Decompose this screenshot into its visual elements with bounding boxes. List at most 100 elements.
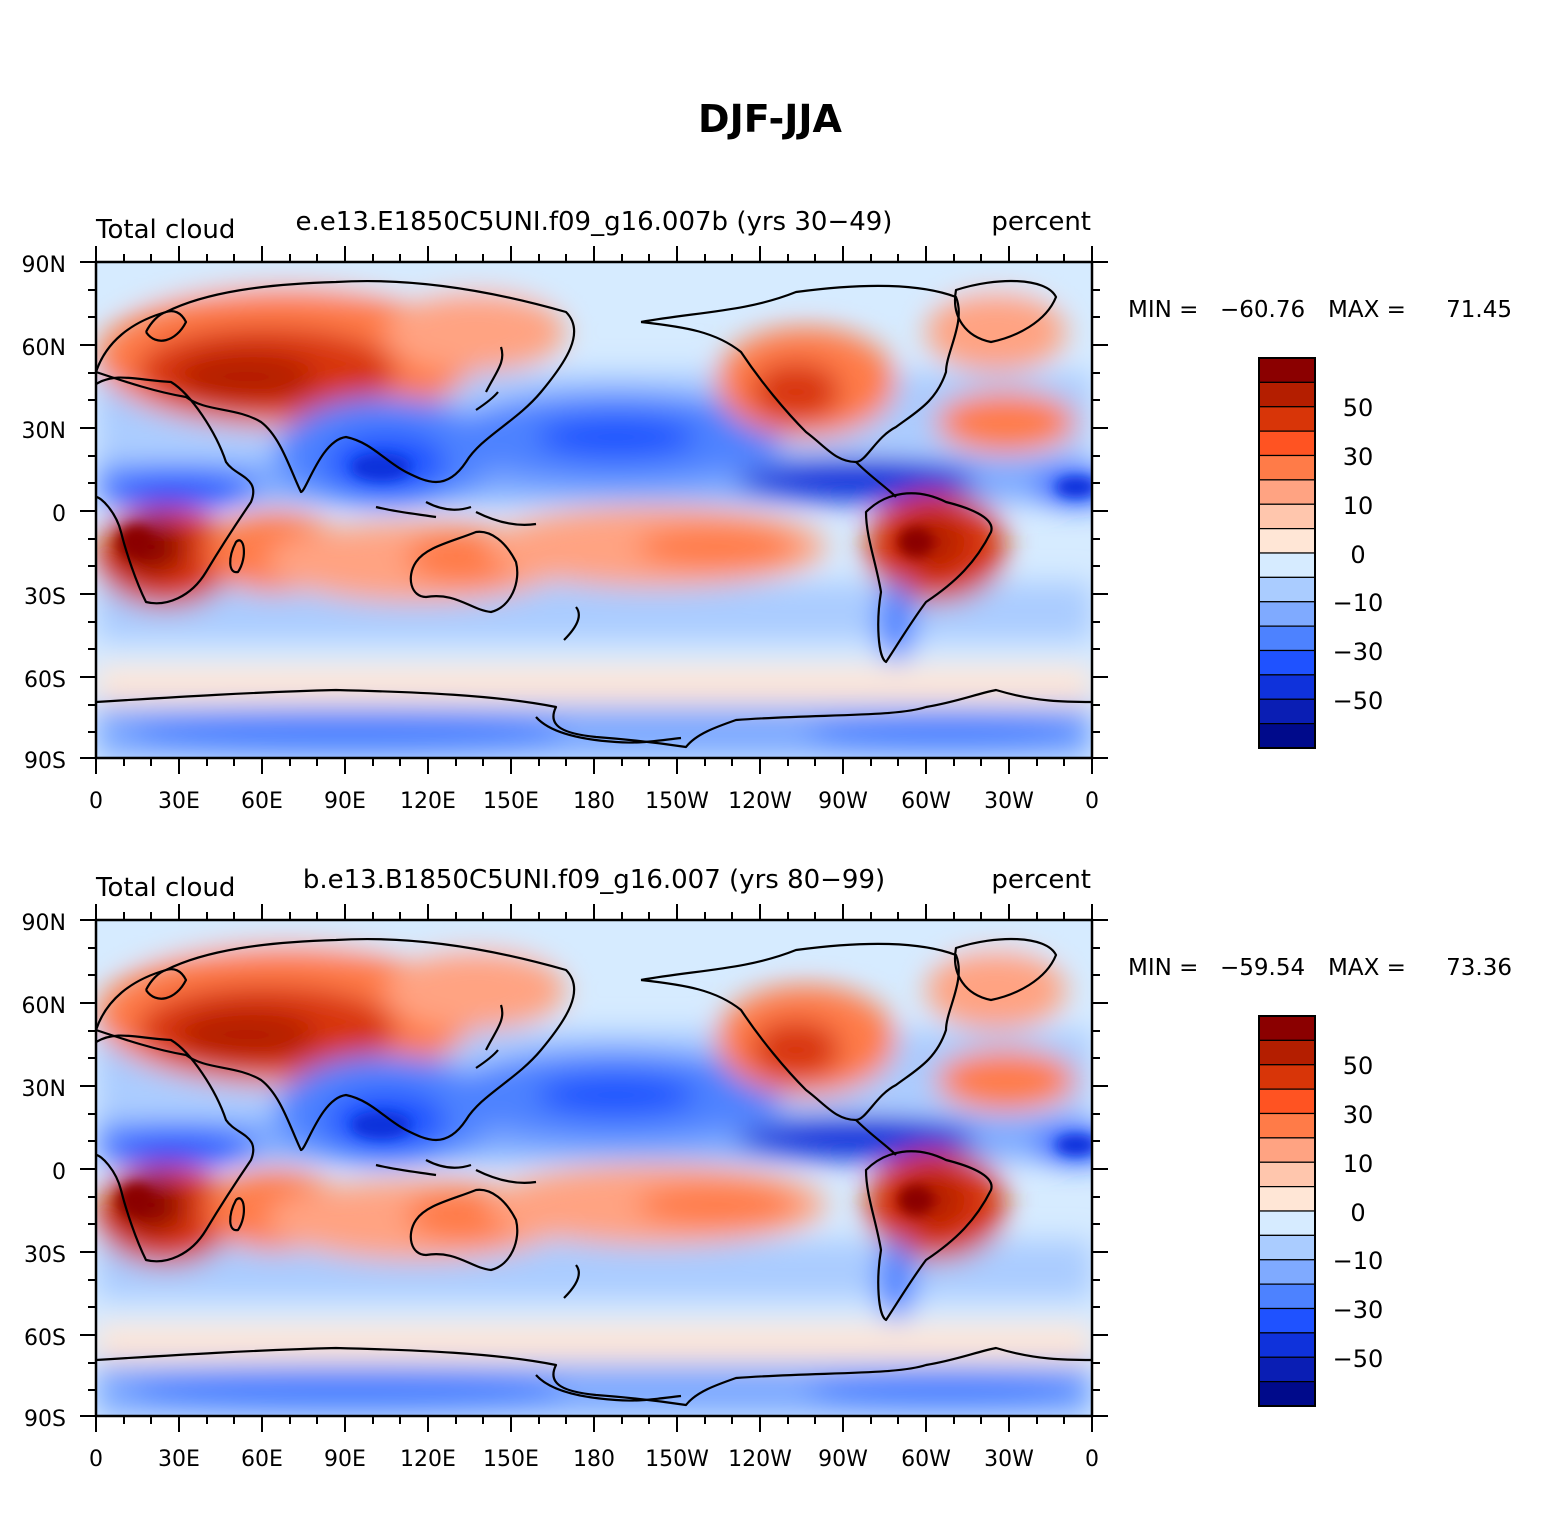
min-label: MIN = (1128, 955, 1198, 981)
colorbar-bottom (1258, 1015, 1316, 1407)
colorbar-swatch (1258, 503, 1316, 530)
panel-top: Total cloud e.e13.E1850C5UNI.f09_g16.007… (22, 207, 1512, 814)
cloud-field-top (96, 262, 1116, 758)
lon-labels-top: 0 30E 60E 90E 120E 150E 180 150W 120W 90… (89, 789, 1099, 814)
colorbar-swatch (1258, 1283, 1316, 1310)
colorbar-swatch (1258, 1186, 1316, 1212)
lat-label: 60S (24, 668, 66, 693)
colorbar-swatch (1258, 1088, 1316, 1115)
colorbar-swatch (1258, 454, 1316, 481)
colorbar-labels-top: 50 30 10 0 −10 −30 −50 (1333, 394, 1384, 715)
colorbar-swatch (1258, 576, 1316, 603)
lon-label: 60E (241, 789, 283, 814)
colorbar-swatch (1258, 1064, 1316, 1090)
colorbar-label: 10 (1343, 1150, 1374, 1178)
lon-label: 0 (1085, 1447, 1099, 1472)
colorbar-label: 30 (1343, 443, 1374, 471)
lon-label: 30W (984, 789, 1034, 814)
lat-label: 60S (24, 1326, 66, 1351)
lon-label: 60E (241, 1447, 283, 1472)
colorbar-swatch (1258, 674, 1316, 700)
panel-bottom-left-label: Total cloud (95, 873, 235, 903)
colorbar-label: 50 (1343, 394, 1374, 422)
colorbar-label: 50 (1343, 1052, 1374, 1080)
panel-bottom: Total cloud b.e13.B1850C5UNI.f09_g16.007… (22, 865, 1512, 1472)
colorbar-swatch (1258, 625, 1316, 652)
panel-top-center-label: e.e13.E1850C5UNI.f09_g16.007b (yrs 30−49… (296, 207, 893, 237)
panel-top-left-label: Total cloud (95, 215, 235, 245)
colorbar-swatch (1258, 649, 1316, 676)
lon-label: 0 (89, 1447, 103, 1472)
colorbar-labels-bottom: 50 30 10 0 −10 −30 −50 (1333, 1052, 1384, 1373)
lat-label: 30N (22, 1077, 66, 1102)
panel-bottom-center-label: b.e13.B1850C5UNI.f09_g16.007 (yrs 80−99) (303, 865, 885, 895)
lon-label: 120W (728, 1447, 792, 1472)
min-label: MIN = (1128, 297, 1198, 323)
lon-label: 180 (573, 1447, 615, 1472)
lon-label: 180 (573, 789, 615, 814)
lon-label: 60W (901, 1447, 951, 1472)
colorbar-frame (1258, 1015, 1316, 1407)
lat-labels-bottom: 90N 60N 30N 0 30S 60S 90S (22, 911, 66, 1432)
lat-label: 90S (24, 1407, 66, 1432)
colorbar-swatch (1258, 1381, 1316, 1407)
lat-label: 90S (24, 749, 66, 774)
map-top (79, 245, 1116, 775)
min-value: −59.54 (1220, 955, 1305, 981)
colorbar-label: −10 (1333, 589, 1384, 617)
colorbar-swatch (1258, 1307, 1316, 1334)
lon-label: 60W (901, 789, 951, 814)
lon-label: 90E (324, 789, 366, 814)
lon-label: 0 (1085, 789, 1099, 814)
colorbar-swatch (1258, 406, 1316, 432)
lat-label: 60N (22, 336, 66, 361)
lat-labels-top: 90N 60N 30N 0 30S 60S 90S (22, 253, 66, 774)
colorbar-label: 10 (1343, 492, 1374, 520)
min-max-top: MIN = −60.76 MAX = 71.45 (1128, 297, 1512, 323)
colorbar-top (1258, 357, 1316, 749)
colorbar-label: 30 (1343, 1101, 1374, 1129)
colorbar-swatch (1258, 552, 1316, 578)
panel-top-right-label: percent (991, 207, 1091, 237)
colorbar-swatch (1258, 1137, 1316, 1163)
lon-label: 120E (400, 1447, 456, 1472)
lon-label: 150W (645, 1447, 709, 1472)
lat-label: 30S (24, 1243, 66, 1268)
lat-label: 30S (24, 585, 66, 610)
colorbar-swatch (1258, 1161, 1316, 1188)
lat-label: 90N (22, 253, 66, 278)
lat-label: 90N (22, 911, 66, 936)
lat-label: 0 (52, 1160, 66, 1185)
colorbar-swatch (1258, 357, 1316, 383)
lat-label: 30N (22, 419, 66, 444)
max-label: MAX = (1328, 297, 1406, 323)
colorbar-label: −30 (1333, 638, 1384, 666)
lat-label: 0 (52, 502, 66, 527)
lon-label: 0 (89, 789, 103, 814)
min-value: −60.76 (1220, 297, 1305, 323)
colorbar-label: 0 (1350, 541, 1365, 569)
lon-label: 150W (645, 789, 709, 814)
colorbar-swatch (1258, 479, 1316, 505)
colorbar-swatch (1258, 1234, 1316, 1261)
colorbar-swatch (1258, 1039, 1316, 1066)
max-label: MAX = (1328, 955, 1406, 981)
colorbar-swatch (1258, 723, 1316, 749)
colorbar-swatch (1258, 1112, 1316, 1139)
lon-label: 150E (483, 1447, 539, 1472)
lon-label: 120W (728, 789, 792, 814)
min-max-bottom: MIN = −59.54 MAX = 73.36 (1128, 955, 1512, 981)
colorbar-swatch (1258, 528, 1316, 554)
lon-label: 90E (324, 1447, 366, 1472)
lon-label: 30W (984, 1447, 1034, 1472)
figure-title: DJF-JJA (698, 97, 843, 141)
colorbar-label: −30 (1333, 1296, 1384, 1324)
lon-label: 120E (400, 789, 456, 814)
lon-label: 90W (818, 789, 868, 814)
lon-label: 30E (158, 1447, 200, 1472)
map-bottom (79, 903, 1109, 1433)
colorbar-label: 0 (1350, 1199, 1365, 1227)
max-value: 71.45 (1446, 297, 1512, 323)
colorbar-label: −10 (1333, 1247, 1384, 1275)
